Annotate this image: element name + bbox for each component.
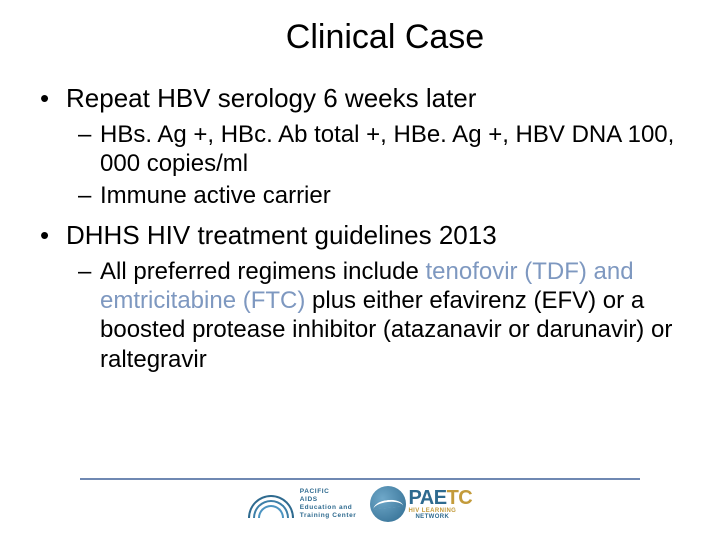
bullet-text: Repeat HBV serology 6 weeks later bbox=[66, 83, 476, 114]
bullet-marker-disc: • bbox=[36, 83, 66, 114]
logo-subtext: NETWORK bbox=[415, 514, 449, 520]
logo-text-accent: TC bbox=[447, 488, 473, 508]
bullet-text: DHHS HIV treatment guidelines 2013 bbox=[66, 220, 497, 251]
bullet-group-2: • DHHS HIV treatment guidelines 2013 – A… bbox=[36, 220, 684, 374]
bullet-marker-dash: – bbox=[78, 120, 100, 149]
logo-line: Education and bbox=[300, 504, 357, 512]
bullet-group-1: • Repeat HBV serology 6 weeks later – HB… bbox=[36, 83, 684, 210]
footer-divider bbox=[80, 478, 640, 480]
footer-logos: PACIFIC AIDS Education and Training Cent… bbox=[0, 486, 720, 522]
paetc-main: PAETC bbox=[408, 488, 472, 508]
bullet-level1: • DHHS HIV treatment guidelines 2013 bbox=[36, 220, 684, 251]
bullet-level2: – HBs. Ag +, HBc. Ab total +, HBe. Ag +,… bbox=[78, 120, 684, 179]
pacific-aids-logo: PACIFIC AIDS Education and Training Cent… bbox=[248, 488, 357, 521]
arches-icon bbox=[248, 490, 294, 518]
paetc-text: PAETC HIV LEARNING NETWORK bbox=[408, 488, 472, 520]
logo-line: Training Center bbox=[300, 512, 357, 520]
bullet-text: All preferred regimens include tenofovir… bbox=[100, 257, 684, 374]
bullet-marker-dash: – bbox=[78, 181, 100, 210]
logo-line: AIDS bbox=[300, 496, 357, 504]
slide-footer: PACIFIC AIDS Education and Training Cent… bbox=[0, 478, 720, 522]
pacific-aids-text: PACIFIC AIDS Education and Training Cent… bbox=[300, 488, 357, 521]
bullet-text: HBs. Ag +, HBc. Ab total +, HBe. Ag +, H… bbox=[100, 120, 684, 179]
slide-title: Clinical Case bbox=[36, 18, 684, 57]
bullet-level2: – All preferred regimens include tenofov… bbox=[78, 257, 684, 374]
paetc-sub: HIV LEARNING NETWORK bbox=[408, 508, 456, 520]
bullet-level1: • Repeat HBV serology 6 weeks later bbox=[36, 83, 684, 114]
bullet-marker-disc: • bbox=[36, 220, 66, 251]
text-plain: All preferred regimens include bbox=[100, 258, 426, 285]
globe-icon bbox=[370, 486, 406, 522]
logo-text: PAE bbox=[408, 488, 446, 508]
bullet-level2: – Immune active carrier bbox=[78, 181, 684, 210]
logo-line: PACIFIC bbox=[300, 488, 357, 496]
slide: Clinical Case • Repeat HBV serology 6 we… bbox=[0, 0, 720, 540]
bullet-text: Immune active carrier bbox=[100, 181, 331, 210]
bullet-marker-dash: – bbox=[78, 257, 100, 286]
paetc-logo: PAETC HIV LEARNING NETWORK bbox=[370, 486, 472, 522]
